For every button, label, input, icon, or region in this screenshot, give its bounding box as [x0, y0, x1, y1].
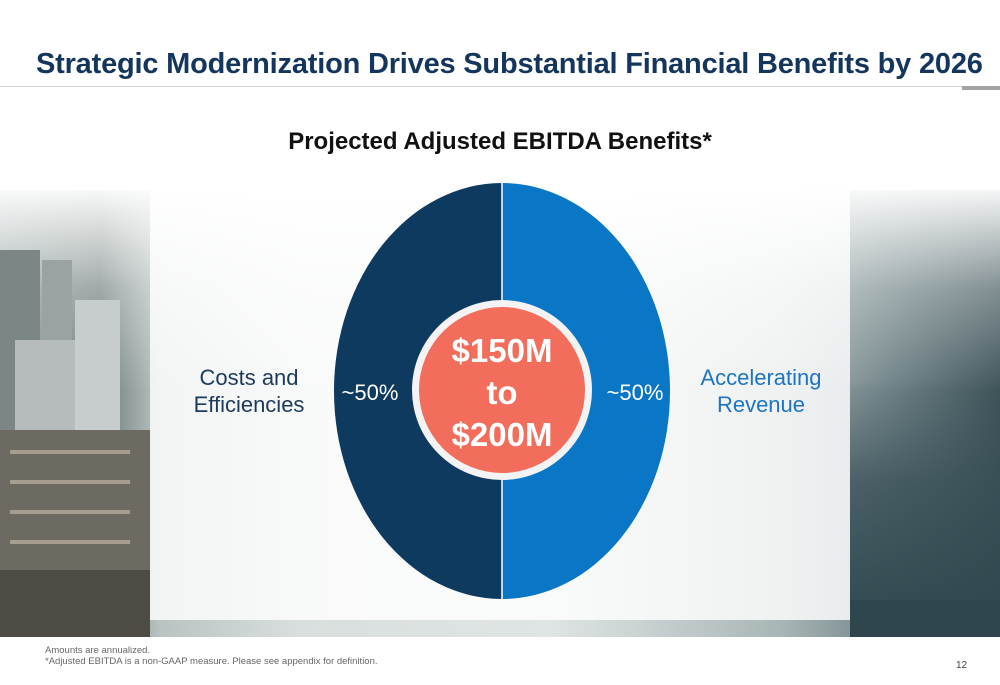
revenue-label-line-1: Accelerating: [700, 365, 822, 390]
data-label-revenue: ~50%: [607, 380, 664, 405]
chart-title: Projected Adjusted EBITDA Benefits*: [288, 128, 712, 155]
costs-label-line-1: Costs and: [199, 365, 299, 390]
center-value-line-2: to: [486, 374, 517, 411]
city-skyline-image: [0, 250, 1000, 637]
ocean-image: [850, 380, 1000, 637]
slide-title: Strategic Modernization Drives Substanti…: [36, 48, 983, 80]
page-number: 12: [956, 660, 968, 671]
footnote-ebitda-definition: *Adjusted EBITDA is a non-GAAP measure. …: [45, 656, 378, 667]
title-divider: [0, 86, 1000, 87]
center-value-line-1: $150M: [452, 332, 553, 369]
accent-bar: [962, 86, 1000, 90]
costs-efficiencies-label: Costs and Efficiencies: [174, 364, 324, 418]
data-label-costs: ~50%: [342, 380, 399, 405]
accelerating-revenue-label: Accelerating Revenue: [686, 364, 836, 418]
center-circle: [419, 307, 585, 473]
revenue-label-line-2: Revenue: [716, 392, 806, 417]
center-value-line-3: $200M: [452, 416, 553, 453]
footnote-annualized: Amounts are annualized.: [45, 645, 151, 656]
costs-label-line-2: Efficiencies: [193, 392, 305, 417]
